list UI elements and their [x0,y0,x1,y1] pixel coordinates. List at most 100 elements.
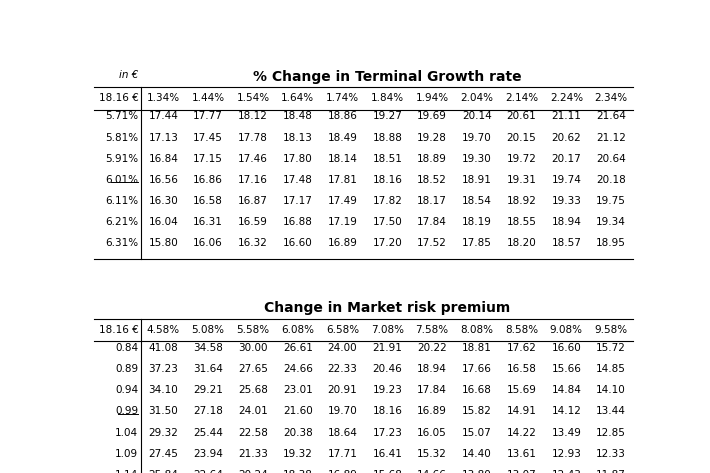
Text: 17.46: 17.46 [238,154,268,164]
Text: 5.81%: 5.81% [105,132,138,142]
Text: 17.45: 17.45 [193,132,223,142]
Text: 16.06: 16.06 [193,238,223,248]
Text: 21.33: 21.33 [238,449,268,459]
Text: 5.58%: 5.58% [236,325,270,335]
Text: 18.91: 18.91 [462,175,492,185]
Text: 16.41: 16.41 [372,449,402,459]
Text: 18.95: 18.95 [596,238,626,248]
Text: 22.33: 22.33 [327,364,357,374]
Text: 21.11: 21.11 [552,112,581,122]
Text: 6.01%: 6.01% [105,175,138,185]
Text: 21.60: 21.60 [283,406,312,416]
Text: 13.44: 13.44 [596,406,626,416]
Text: 14.66: 14.66 [417,470,447,473]
Text: 17.16: 17.16 [238,175,268,185]
Text: 23.94: 23.94 [193,449,223,459]
Text: 29.32: 29.32 [148,428,178,438]
Text: 25.84: 25.84 [148,470,178,473]
Text: 7.08%: 7.08% [371,325,404,335]
Text: 17.49: 17.49 [327,196,357,206]
Text: 20.14: 20.14 [462,112,492,122]
Text: 19.23: 19.23 [372,385,402,395]
Text: 18.16: 18.16 [372,175,402,185]
Text: 20.17: 20.17 [552,154,581,164]
Text: 18.48: 18.48 [283,112,312,122]
Text: 24.66: 24.66 [283,364,312,374]
Text: 19.74: 19.74 [552,175,581,185]
Text: 20.18: 20.18 [596,175,626,185]
Text: 14.40: 14.40 [462,449,492,459]
Text: 19.70: 19.70 [327,406,357,416]
Text: 16.56: 16.56 [148,175,178,185]
Text: 13.07: 13.07 [507,470,537,473]
Text: 18.49: 18.49 [327,132,357,142]
Text: 1.34%: 1.34% [147,93,180,103]
Text: 22.58: 22.58 [238,428,268,438]
Text: Change in Market risk premium: Change in Market risk premium [264,301,510,315]
Text: 19.27: 19.27 [372,112,402,122]
Text: 1.09: 1.09 [115,449,138,459]
Text: 18.92: 18.92 [507,196,537,206]
Text: 4.58%: 4.58% [147,325,180,335]
Text: 27.65: 27.65 [238,364,268,374]
Text: 21.12: 21.12 [596,132,626,142]
Text: 0.89: 0.89 [115,364,138,374]
Text: 24.00: 24.00 [328,343,357,353]
Text: 20.24: 20.24 [238,470,268,473]
Text: 16.88: 16.88 [283,217,312,227]
Text: 5.71%: 5.71% [105,112,138,122]
Text: 18.57: 18.57 [552,238,581,248]
Text: 17.77: 17.77 [193,112,223,122]
Text: 1.14: 1.14 [115,470,138,473]
Text: 18.81: 18.81 [462,343,492,353]
Text: in €: in € [119,70,138,79]
Text: 1.54%: 1.54% [236,93,270,103]
Text: 18.89: 18.89 [417,154,447,164]
Text: 16.89: 16.89 [417,406,447,416]
Text: 18.51: 18.51 [372,154,402,164]
Text: 6.31%: 6.31% [105,238,138,248]
Text: 17.80: 17.80 [283,154,312,164]
Text: 30.00: 30.00 [238,343,268,353]
Text: % Change in Terminal Growth rate: % Change in Terminal Growth rate [253,70,522,84]
Text: 15.32: 15.32 [417,449,447,459]
Text: 16.89: 16.89 [327,470,357,473]
Text: 16.60: 16.60 [552,343,581,353]
Text: 16.59: 16.59 [238,217,268,227]
Text: 17.85: 17.85 [462,238,492,248]
Text: 17.82: 17.82 [372,196,402,206]
Text: 16.58: 16.58 [193,196,223,206]
Text: 15.07: 15.07 [462,428,492,438]
Text: 16.58: 16.58 [507,364,537,374]
Text: 15.72: 15.72 [596,343,626,353]
Text: 0.84: 0.84 [115,343,138,353]
Text: 22.64: 22.64 [193,470,223,473]
Text: 5.91%: 5.91% [105,154,138,164]
Text: 37.23: 37.23 [148,364,178,374]
Text: 15.80: 15.80 [148,238,178,248]
Text: 12.43: 12.43 [552,470,581,473]
Text: 1.44%: 1.44% [192,93,225,103]
Text: 17.84: 17.84 [417,385,447,395]
Text: 18.16 €: 18.16 € [99,325,138,335]
Text: 18.16 €: 18.16 € [99,93,138,103]
Text: 1.64%: 1.64% [281,93,315,103]
Text: 16.86: 16.86 [193,175,223,185]
Text: 2.14%: 2.14% [505,93,538,103]
Text: 29.21: 29.21 [193,385,223,395]
Text: 17.17: 17.17 [283,196,312,206]
Text: 15.69: 15.69 [507,385,537,395]
Text: 18.94: 18.94 [417,364,447,374]
Text: 20.61: 20.61 [507,112,537,122]
Text: 7.58%: 7.58% [415,325,449,335]
Text: 6.11%: 6.11% [105,196,138,206]
Text: 18.54: 18.54 [462,196,492,206]
Text: 19.28: 19.28 [417,132,447,142]
Text: 2.04%: 2.04% [460,93,493,103]
Text: 14.22: 14.22 [507,428,537,438]
Text: 8.58%: 8.58% [505,325,538,335]
Text: 16.32: 16.32 [238,238,268,248]
Text: 18.52: 18.52 [417,175,447,185]
Text: 20.15: 20.15 [507,132,537,142]
Text: 23.01: 23.01 [283,385,312,395]
